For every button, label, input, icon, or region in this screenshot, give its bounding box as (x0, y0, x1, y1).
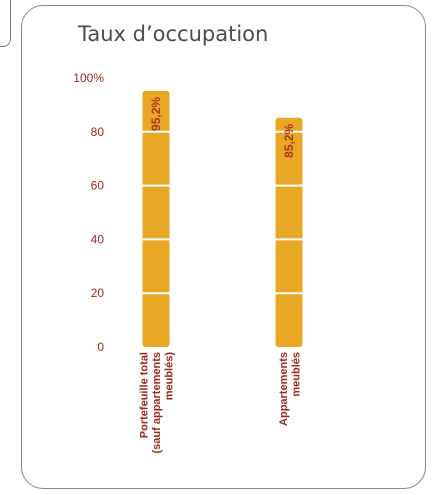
category-label: meublés (290, 352, 302, 397)
y-tick-label: 0 (97, 340, 104, 354)
y-tick-label: 60 (91, 179, 105, 193)
chart-card (21, 5, 426, 489)
category-label: Appartements (278, 352, 290, 426)
bar-value-label: 85,2% (282, 123, 296, 157)
y-tick-label: 80 (91, 125, 105, 139)
bar-value-label: 95,2% (149, 97, 163, 131)
background-window-corner (0, 0, 11, 47)
y-tick-label: 100% (73, 71, 104, 85)
category-label: (sauf appartements (151, 352, 163, 453)
chart-title: Taux d’occupation (78, 22, 269, 46)
bar (142, 90, 170, 348)
category-label: Portefeuille total (139, 352, 151, 438)
y-tick-label: 20 (91, 286, 105, 300)
bar (275, 117, 303, 347)
y-tick-label: 40 (91, 232, 105, 246)
category-label: meublés) (164, 352, 176, 401)
